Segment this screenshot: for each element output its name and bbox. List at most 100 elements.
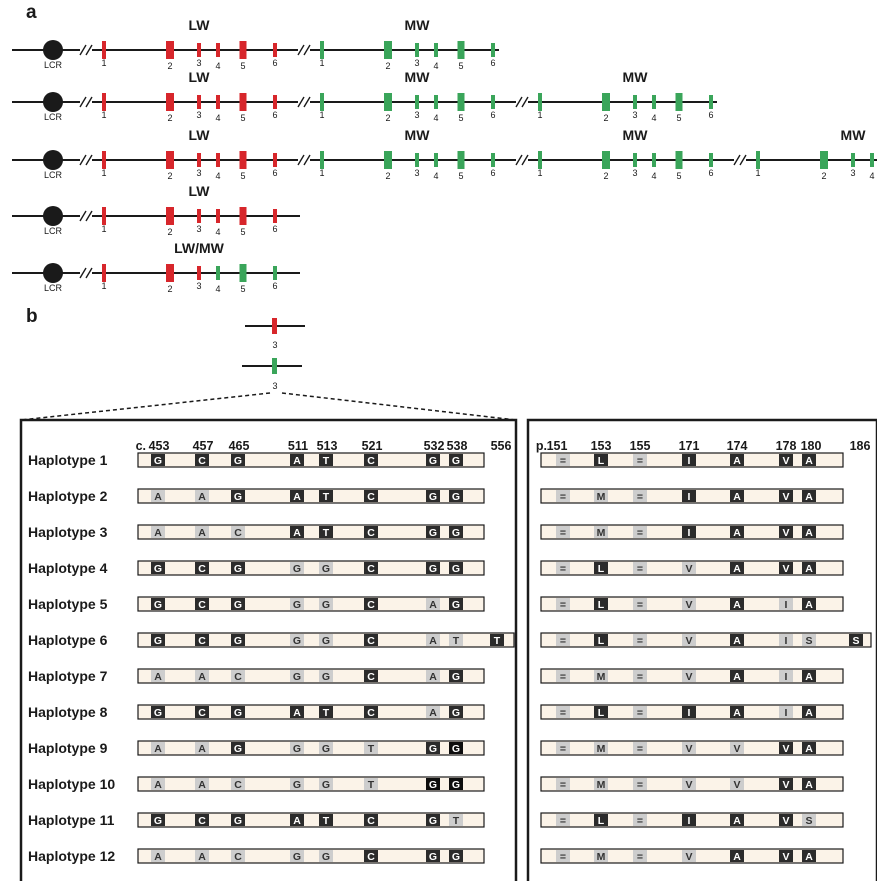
- exon-number: 4: [215, 284, 220, 294]
- nucleotide-cell: [195, 850, 209, 862]
- nucleotide-letter: A: [198, 671, 206, 683]
- amino-acid-letter: A: [733, 851, 741, 863]
- gene-label: MW: [623, 127, 649, 143]
- nucleotide-cell: [231, 562, 245, 574]
- nucleotide-cell: [319, 454, 333, 466]
- axis-break-mark: [79, 96, 87, 108]
- amino-acid-letter: =: [637, 599, 643, 611]
- lcr-label: LCR: [44, 60, 63, 70]
- amino-acid-letter: A: [805, 851, 813, 863]
- exon-1: [538, 93, 542, 111]
- lcr-label: LCR: [44, 283, 63, 293]
- nucleotide-cell: [290, 454, 304, 466]
- cdna-sequence-bar: [137, 776, 485, 792]
- nucleotide-cell: [290, 598, 304, 610]
- nucleotide-letter: A: [154, 671, 162, 683]
- protein-sequence-bar: [540, 632, 872, 648]
- exon-2: [166, 151, 174, 169]
- amino-acid-letter: A: [733, 671, 741, 683]
- nucleotide-cell: [195, 634, 209, 646]
- amino-acid-cell: [730, 526, 744, 538]
- nucleotide-cell: [319, 562, 333, 574]
- cdna-sequence-bar: [137, 596, 485, 612]
- gene-label: MW: [405, 127, 431, 143]
- exon3-zoom-inset: b 3 3: [20, 306, 517, 421]
- nucleotide-letter: G: [452, 563, 460, 575]
- amino-acid-letter: =: [637, 743, 643, 755]
- nucleotide-cell: [426, 562, 440, 574]
- nucleotide-letter: G: [322, 779, 330, 791]
- amino-acid-letter: A: [805, 491, 813, 503]
- protein-position: 180: [801, 439, 822, 453]
- cdna-position: 513: [317, 439, 338, 453]
- lcr-element: [43, 150, 63, 170]
- exon-2: [166, 41, 174, 59]
- exon-1: [320, 151, 324, 169]
- axis-break-mark: [85, 96, 93, 108]
- axis-break-mark: [297, 44, 305, 56]
- nucleotide-cell: [319, 742, 333, 754]
- exon-2: [166, 264, 174, 282]
- cdna-sequence-bar: [137, 740, 485, 756]
- nucleotide-letter: T: [368, 779, 375, 791]
- nucleotide-cell: [231, 670, 245, 682]
- panel-b-letter: b: [26, 306, 38, 327]
- amino-acid-letter: L: [598, 455, 605, 467]
- amino-acid-letter: V: [685, 851, 692, 863]
- amino-acid-cell: [779, 634, 793, 646]
- amino-acid-cell: [556, 742, 570, 754]
- nucleotide-cell: [364, 778, 378, 790]
- nucleotide-letter: A: [429, 599, 437, 611]
- amino-acid-letter: =: [637, 455, 643, 467]
- amino-acid-letter: I: [688, 491, 691, 503]
- axis-break-mark: [79, 44, 87, 56]
- exon-number: 5: [676, 171, 681, 181]
- exon-6: [273, 43, 277, 57]
- cdna-prefix: c.: [136, 439, 146, 453]
- haplotype-label: Haplotype 12: [28, 848, 115, 864]
- amino-acid-letter: A: [733, 815, 741, 827]
- nucleotide-letter: A: [293, 527, 301, 539]
- cdna-haplotype-table: c. 453 457 465 511 513 521 532 538 556 Haplotype 1…: [19, 418, 518, 881]
- nucleotide-cell: [364, 706, 378, 718]
- nucleotide-cell: [195, 670, 209, 682]
- amino-acid-cell: [802, 562, 816, 574]
- nucleotide-cell: [426, 814, 440, 826]
- amino-acid-letter: A: [733, 707, 741, 719]
- amino-acid-letter: =: [560, 779, 566, 791]
- nucleotide-letter: C: [198, 635, 206, 647]
- nucleotide-letter: A: [293, 815, 301, 827]
- amino-acid-letter: A: [805, 671, 813, 683]
- exon-6: [709, 153, 713, 167]
- amino-acid-cell: [682, 742, 696, 754]
- amino-acid-letter: =: [560, 599, 566, 611]
- nucleotide-cell: [290, 670, 304, 682]
- exon-number: 6: [272, 58, 277, 68]
- exon-number: 4: [651, 171, 656, 181]
- gene-label: MW: [405, 17, 431, 33]
- nucleotide-letter: G: [154, 635, 162, 647]
- amino-acid-letter: =: [560, 455, 566, 467]
- amino-acid-cell: [594, 778, 608, 790]
- nucleotide-letter: G: [234, 599, 242, 611]
- exon-5: [457, 41, 465, 59]
- nucleotide-cell: [231, 490, 245, 502]
- nucleotide-cell: [319, 850, 333, 862]
- exon-2: [820, 151, 828, 169]
- amino-acid-cell: [556, 634, 570, 646]
- amino-acid-cell: [594, 526, 608, 538]
- nucleotide-cell: [151, 454, 165, 466]
- exon-number: 5: [240, 61, 245, 71]
- amino-acid-cell: [594, 598, 608, 610]
- exon-4: [652, 95, 656, 109]
- panel-a-letter: a: [26, 2, 37, 23]
- exon-number: 4: [215, 227, 220, 237]
- nucleotide-letter: C: [198, 707, 206, 719]
- protein-haplotype-table: p. 151 153 155 171 174 178 180 186 = L = I A V A = M = I A V A…: [526, 418, 877, 881]
- haplotype-label: Haplotype 2: [28, 488, 108, 504]
- amino-acid-letter: V: [685, 563, 692, 575]
- exon-4: [652, 153, 656, 167]
- amino-acid-cell: [594, 706, 608, 718]
- gene-label: LW: [189, 69, 211, 85]
- amino-acid-letter: =: [560, 851, 566, 863]
